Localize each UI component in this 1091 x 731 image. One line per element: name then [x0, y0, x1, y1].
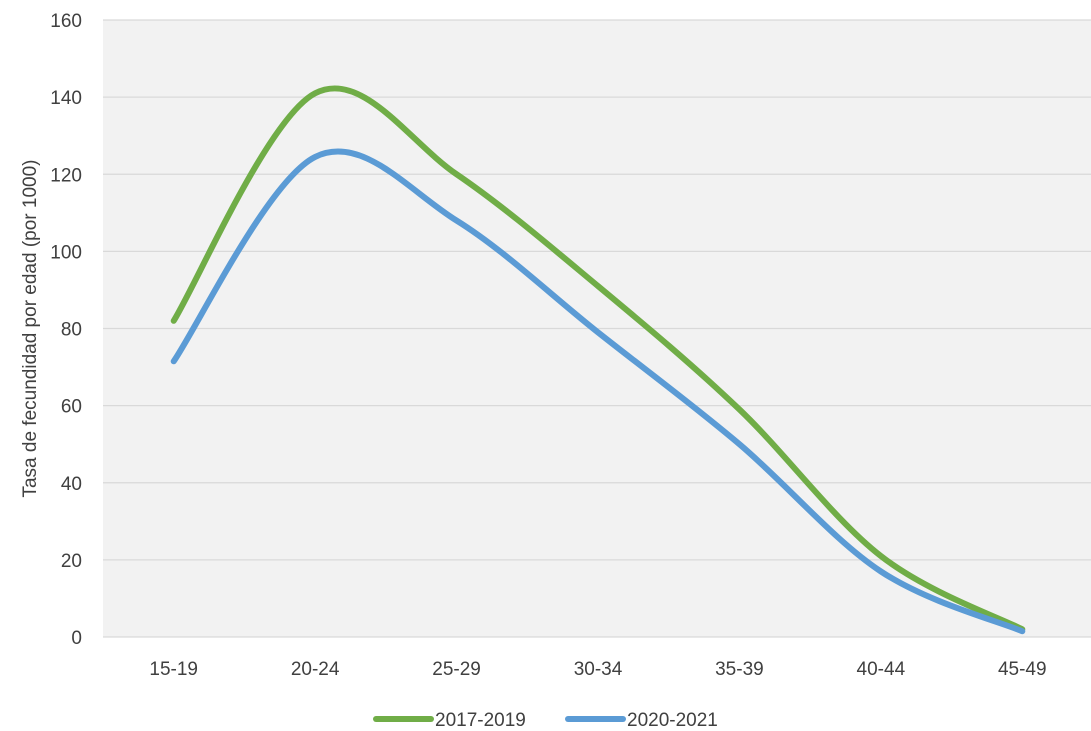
y-tick-label-20: 20: [61, 551, 82, 572]
series-line-2017-2019: [170, 85, 1026, 633]
x-tick-label-30-34: 30-34: [574, 659, 623, 680]
series-lines: [170, 85, 1026, 635]
y-tick-label-100: 100: [50, 242, 82, 263]
x-tick-label-35-39: 35-39: [715, 659, 764, 680]
series-line-2020-2021: [170, 148, 1026, 635]
x-tick-label-25-29: 25-29: [432, 659, 481, 680]
legend-label-2020-2021: 2020-2021: [627, 710, 718, 731]
x-tick-label-20-24: 20-24: [291, 659, 340, 680]
x-tick-label-15-19: 15-19: [149, 659, 198, 680]
y-tick-label-140: 140: [50, 88, 82, 109]
legend-label-2017-2019: 2017-2019: [435, 710, 526, 731]
x-tick-label-40-44: 40-44: [857, 659, 906, 680]
y-axis-title: Tasa de fecundidad por edad (por 1000): [20, 159, 41, 497]
y-tick-label-40: 40: [61, 474, 82, 495]
gridlines: [103, 19, 1091, 638]
y-tick-label-120: 120: [50, 165, 82, 186]
x-axis-tick-labels: 15-19 20-24 25-29 30-34 35-39 40-44 45-49: [149, 659, 1046, 680]
y-tick-label-80: 80: [61, 320, 82, 341]
legend: 2017-2019 2020-2021: [373, 710, 718, 731]
x-tick-label-45-49: 45-49: [998, 659, 1047, 680]
y-tick-label-0: 0: [71, 628, 82, 649]
y-tick-label-60: 60: [61, 397, 82, 418]
y-tick-label-160: 160: [50, 11, 82, 32]
y-axis-tick-labels: 0 20 40 60 80 100 120 140 160: [50, 11, 82, 649]
